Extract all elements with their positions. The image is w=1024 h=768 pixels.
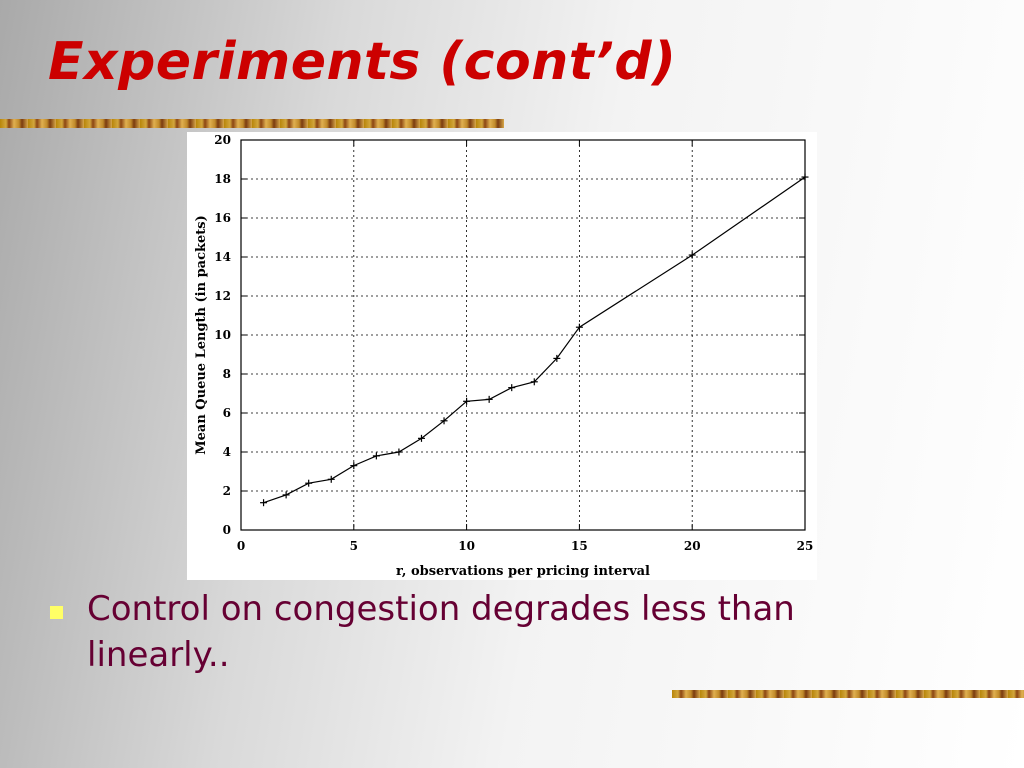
data-point — [282, 491, 290, 499]
footer-divider — [672, 690, 1024, 698]
y-tick-label: 8 — [223, 367, 231, 381]
axis-ticks: 0 2 4 6 8 10 12 14 16 18 20 0 5 10 15 20 25 — [214, 133, 813, 553]
x-tick-label: 5 — [350, 539, 358, 553]
series-markers — [260, 173, 809, 507]
y-tick-label: 6 — [223, 406, 231, 420]
grid-lines — [241, 140, 805, 530]
bullet-square-icon — [50, 606, 63, 619]
chart-panel: 0 2 4 6 8 10 12 14 16 18 20 0 5 10 15 20 25 r, observati… — [187, 132, 817, 580]
y-tick-label: 4 — [223, 445, 231, 459]
data-point — [575, 323, 583, 331]
series-line — [263, 176, 806, 504]
y-tick-label: 10 — [214, 328, 231, 342]
data-point — [260, 499, 268, 507]
data-point — [530, 378, 538, 386]
y-axis-label: Mean Queue Length (in packets) — [194, 215, 209, 455]
y-tick-label: 16 — [214, 211, 231, 225]
queue-length-chart: 0 2 4 6 8 10 12 14 16 18 20 0 5 10 15 20 25 r, observati… — [194, 133, 813, 579]
data-point — [350, 462, 358, 470]
data-point — [553, 354, 561, 362]
data-point — [417, 434, 425, 442]
data-point — [463, 397, 471, 405]
slide-title: Experiments (cont’d) — [48, 32, 677, 92]
bullet-text: Control on congestion degrades less than… — [87, 589, 795, 675]
x-tick-label: 15 — [571, 539, 588, 553]
title-divider — [0, 119, 504, 128]
x-tick-label: 25 — [797, 539, 814, 553]
y-tick-label: 18 — [214, 172, 231, 186]
y-tick-label: 2 — [223, 484, 231, 498]
x-axis-label: r, observations per pricing interval — [396, 564, 650, 579]
x-tick-label: 20 — [684, 539, 701, 553]
plot-frame — [240, 139, 806, 531]
data-point — [485, 395, 493, 403]
data-point — [372, 452, 380, 460]
x-tick-label: 0 — [237, 539, 245, 553]
x-tick-label: 10 — [458, 539, 475, 553]
data-point — [508, 384, 516, 392]
y-tick-label: 20 — [214, 133, 231, 147]
data-point — [801, 173, 809, 181]
y-tick-label: 14 — [214, 250, 231, 264]
y-tick-label: 0 — [223, 523, 231, 537]
data-point — [395, 448, 403, 456]
data-point — [688, 251, 696, 259]
data-point — [440, 417, 448, 425]
data-point — [327, 475, 335, 483]
y-tick-label: 12 — [214, 289, 231, 303]
data-point — [305, 479, 313, 487]
